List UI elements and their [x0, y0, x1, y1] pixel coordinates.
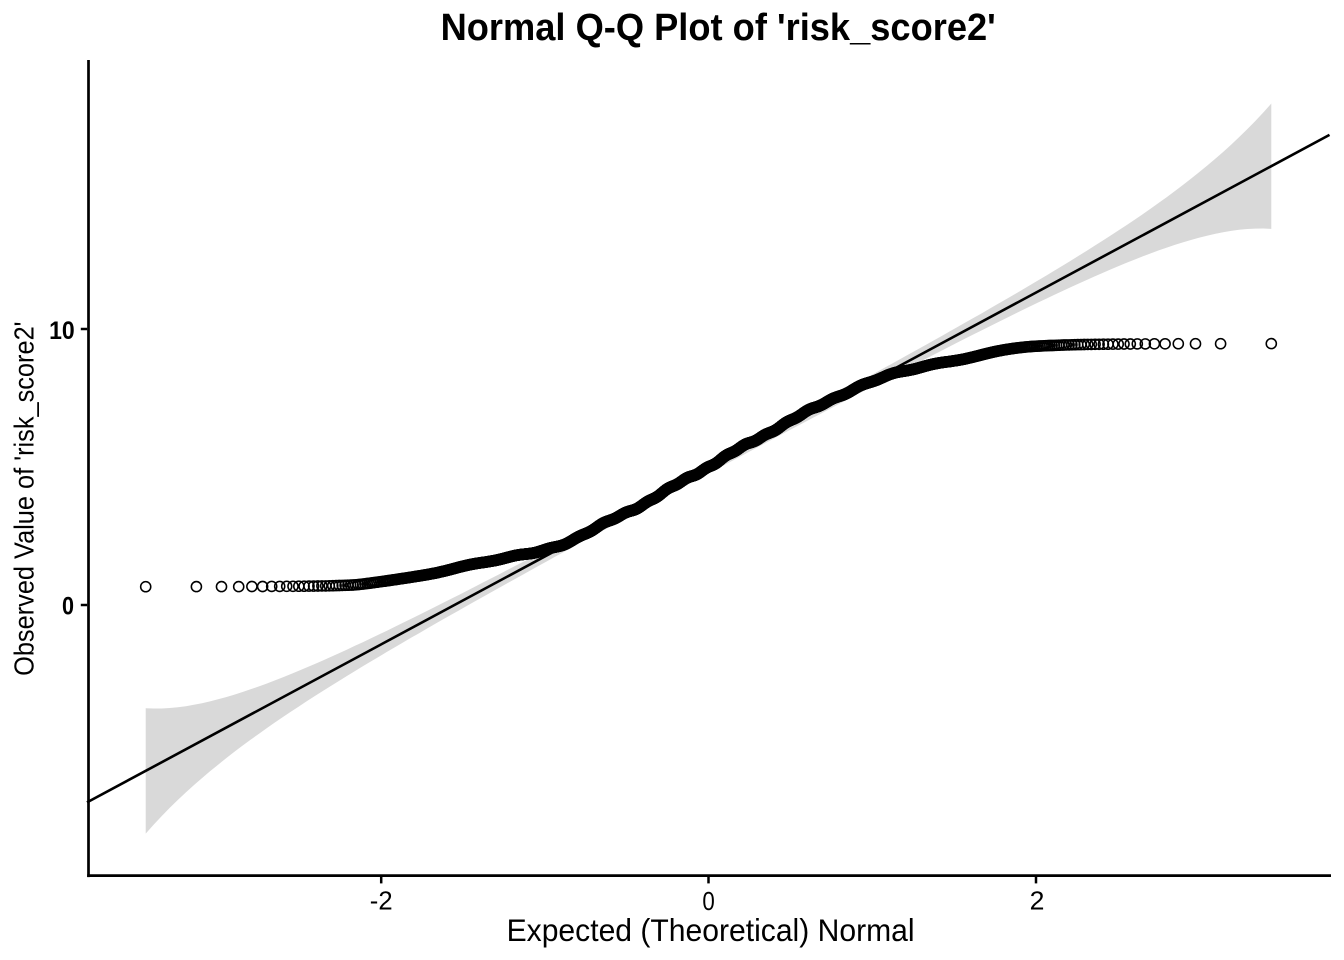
svg-text:Expected (Theoretical) Normal: Expected (Theoretical) Normal [507, 912, 915, 948]
svg-text:10: 10 [49, 317, 75, 345]
svg-text:Observed Value of 'risk_score2: Observed Value of 'risk_score2' [8, 322, 39, 676]
svg-text:0: 0 [702, 886, 714, 916]
svg-text:Normal Q-Q Plot of 'risk_score: Normal Q-Q Plot of 'risk_score2' [441, 7, 996, 49]
svg-text:2: 2 [1030, 886, 1045, 916]
svg-text:0: 0 [62, 592, 74, 620]
svg-text:-2: -2 [370, 886, 393, 916]
